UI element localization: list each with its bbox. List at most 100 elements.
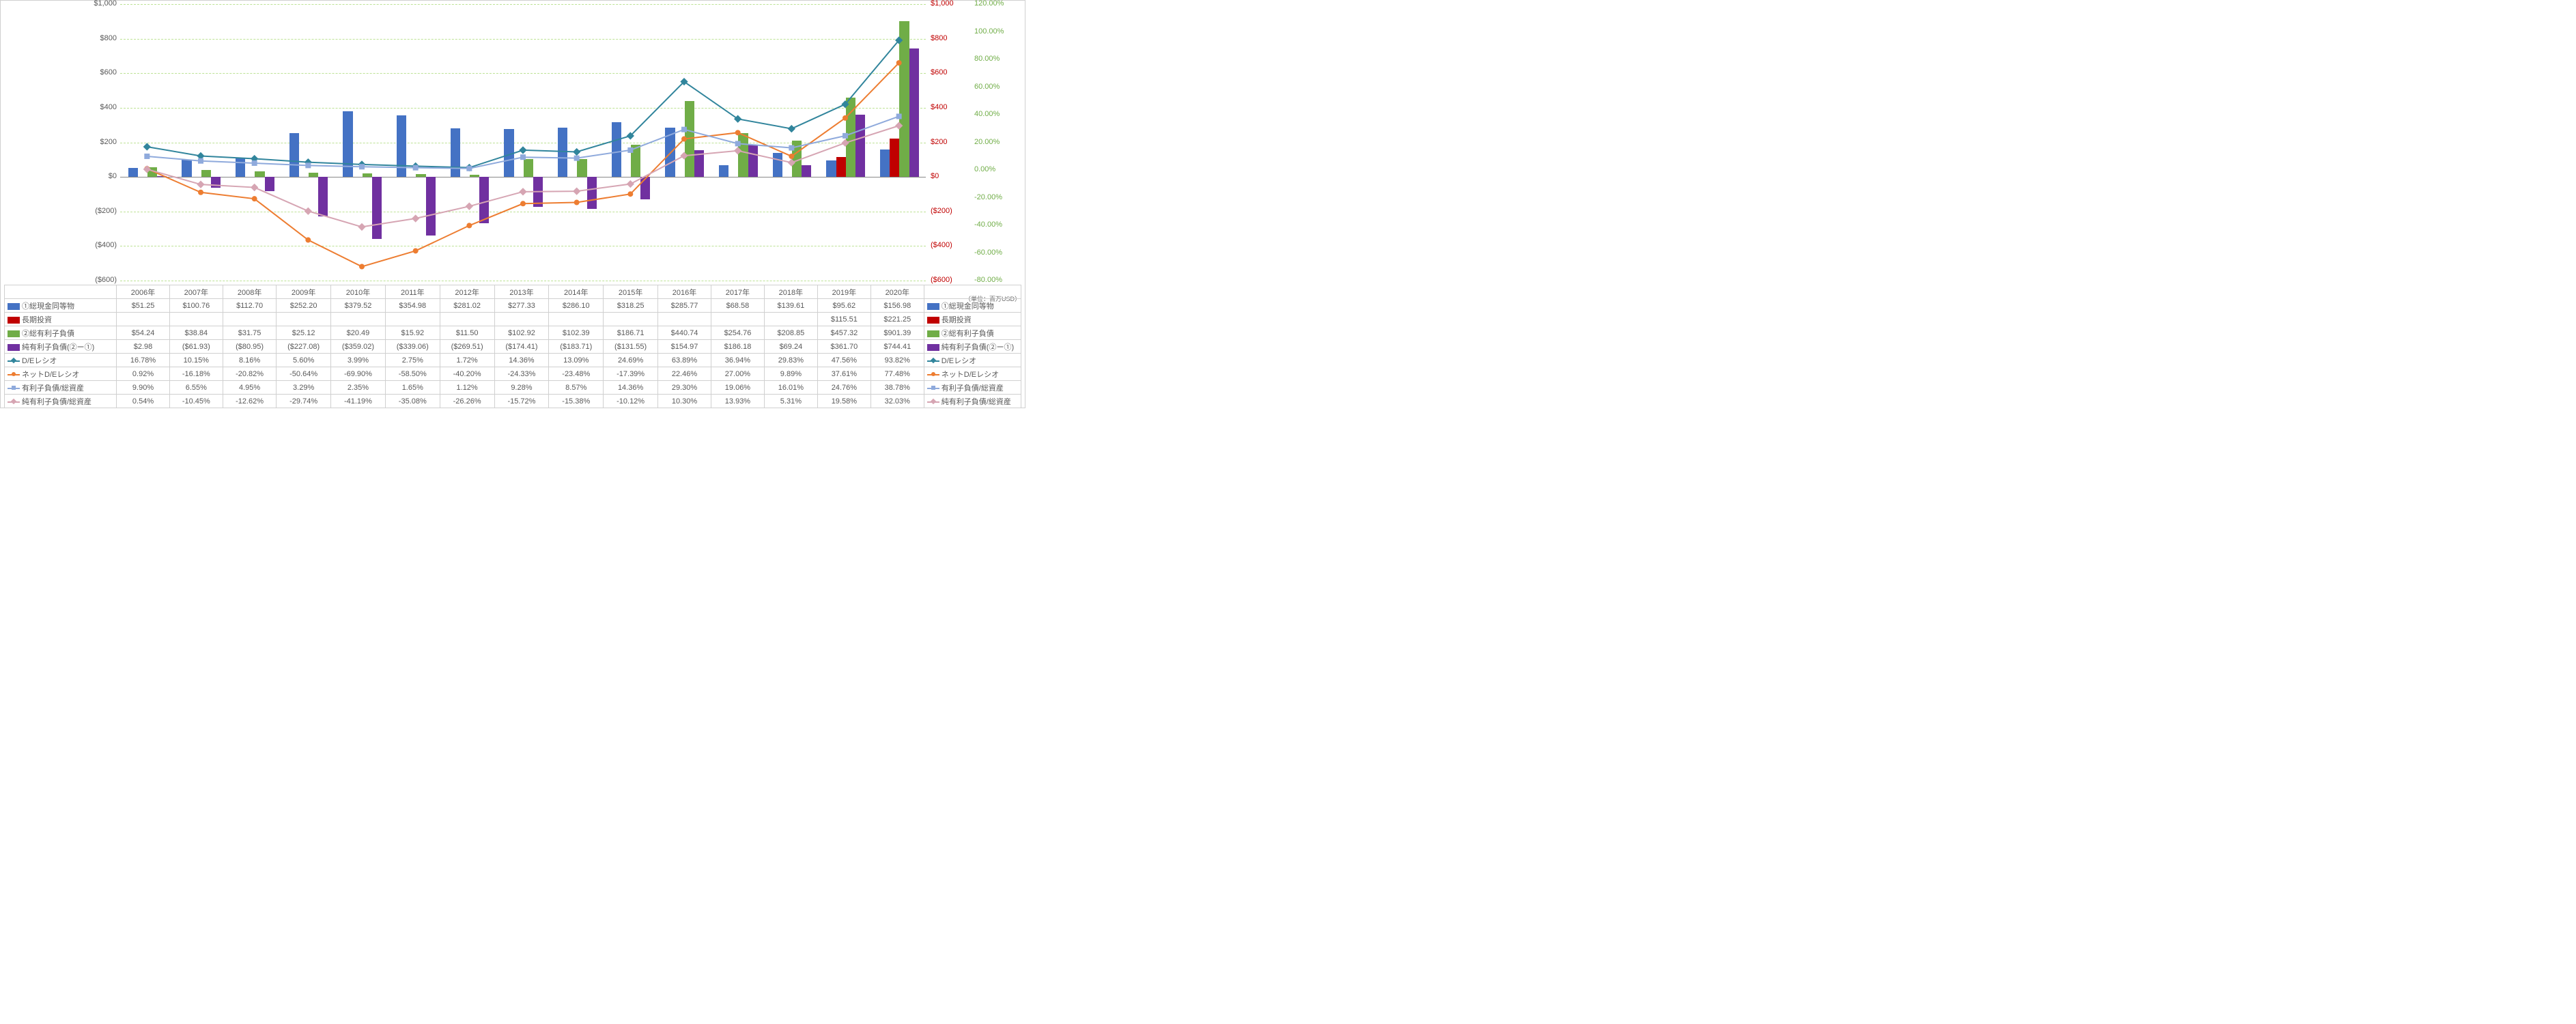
cell-netde: -16.18% (169, 367, 223, 381)
year-header: 2018年 (764, 285, 817, 299)
marker-netdebtasset (519, 188, 526, 195)
marker-debtasset (198, 158, 203, 164)
marker-netde (359, 264, 365, 270)
marker-netdebtasset (895, 122, 903, 129)
usd-axis-tick-right: $0 (931, 172, 972, 180)
marker-netdebtasset (680, 152, 688, 159)
cell-netdebtasset: -26.26% (440, 395, 494, 408)
marker-netde (305, 238, 311, 243)
cell-debtasset: 6.55% (169, 381, 223, 395)
cell-netdebtasset: 5.31% (764, 395, 817, 408)
cell-ltinv (331, 313, 386, 326)
year-header: 2019年 (817, 285, 871, 299)
cell-cash: $379.52 (331, 299, 386, 313)
cell-netdebt: ($339.06) (385, 340, 440, 354)
marker-netdebtasset (143, 165, 151, 173)
cell-netdebtasset: -41.19% (331, 395, 386, 408)
usd-axis-tick-right: $800 (931, 34, 972, 42)
cell-debtasset: 4.95% (223, 381, 276, 395)
cell-netde: 77.48% (871, 367, 924, 381)
usd-axis-tick-right: $400 (931, 103, 972, 111)
cell-cash: $100.76 (169, 299, 223, 313)
year-header: 2014年 (549, 285, 604, 299)
usd-axis-tick: $1,000 (76, 0, 117, 8)
cell-de: 3.99% (331, 354, 386, 367)
pct-axis-tick: 20.00% (974, 138, 1015, 146)
marker-netde (252, 196, 257, 201)
cell-debt: $15.92 (385, 326, 440, 340)
marker-de (143, 143, 151, 150)
cell-netdebtasset: 19.58% (817, 395, 871, 408)
cell-de: 1.72% (440, 354, 494, 367)
marker-debtasset (520, 154, 526, 160)
cell-de: 10.15% (169, 354, 223, 367)
cell-debt: $25.12 (277, 326, 331, 340)
marker-netde (413, 248, 419, 253)
marker-debtasset (627, 147, 633, 153)
cell-netdebtasset: 32.03% (871, 395, 924, 408)
marker-netdebtasset (197, 181, 204, 188)
cell-debt: $54.24 (117, 326, 169, 340)
cell-netdebt: ($269.51) (440, 340, 494, 354)
cell-debtasset: 24.76% (817, 381, 871, 395)
pct-axis-tick: -20.00% (974, 193, 1015, 201)
cell-de: 8.16% (223, 354, 276, 367)
cell-debt: $11.50 (440, 326, 494, 340)
marker-netde (627, 191, 633, 197)
pct-axis-tick: 120.00% (974, 0, 1015, 8)
usd-axis-tick-right: ($400) (931, 241, 972, 249)
usd-axis-tick: $800 (76, 34, 117, 42)
cell-netdebt: $744.41 (871, 340, 924, 354)
cell-ltinv (711, 313, 764, 326)
cell-debt: $208.85 (764, 326, 817, 340)
usd-axis-tick: $400 (76, 103, 117, 111)
year-header: 2006年 (117, 285, 169, 299)
cell-netdebt: ($131.55) (604, 340, 658, 354)
cell-debt: $254.76 (711, 326, 764, 340)
marker-netdebtasset (412, 214, 419, 222)
line-netdebtasset (147, 126, 898, 227)
cell-debtasset: 19.06% (711, 381, 764, 395)
marker-netdebtasset (627, 180, 634, 188)
marker-netde (466, 223, 472, 228)
series-label-cash: ①総現金同等物 (5, 299, 117, 313)
year-header: 2009年 (277, 285, 331, 299)
marker-netdebtasset (305, 208, 312, 215)
data-table: 2006年2007年2008年2009年2010年2011年2012年2013年… (4, 285, 1021, 408)
marker-de (519, 146, 526, 154)
cell-netde: -24.33% (494, 367, 549, 381)
cell-debtasset: 16.01% (764, 381, 817, 395)
cell-netde: -20.82% (223, 367, 276, 381)
marker-netde (843, 115, 848, 121)
cell-debtasset: 1.65% (385, 381, 440, 395)
cell-netdebt: $186.18 (711, 340, 764, 354)
marker-de (788, 125, 795, 132)
cell-debt: $186.71 (604, 326, 658, 340)
cell-cash: $318.25 (604, 299, 658, 313)
marker-debtasset (735, 141, 741, 146)
marker-debtasset (896, 113, 902, 119)
cell-de: 2.75% (385, 354, 440, 367)
cell-netde: -40.20% (440, 367, 494, 381)
cell-cash: $112.70 (223, 299, 276, 313)
marker-netde (198, 190, 203, 195)
marker-netdebtasset (734, 147, 741, 154)
cell-netdebtasset: -10.45% (169, 395, 223, 408)
cell-netde: 9.89% (764, 367, 817, 381)
year-header: 2008年 (223, 285, 276, 299)
cell-netdebtasset: 10.30% (658, 395, 711, 408)
marker-debtasset (252, 160, 257, 166)
usd-axis-tick: $600 (76, 68, 117, 76)
marker-debtasset (466, 166, 472, 171)
marker-netde (681, 137, 687, 142)
marker-netde (789, 154, 794, 159)
cell-ltinv (385, 313, 440, 326)
year-header: 2020年 (871, 285, 924, 299)
cell-debtasset: 8.57% (549, 381, 604, 395)
cell-netdebt: $154.97 (658, 340, 711, 354)
marker-debtasset (843, 133, 848, 139)
pct-axis-tick: 100.00% (974, 27, 1015, 35)
cell-debtasset: 14.36% (604, 381, 658, 395)
cell-netde: 37.61% (817, 367, 871, 381)
chart-container: $1,000$800$600$400$200$0($200)($400)($60… (0, 0, 1025, 408)
